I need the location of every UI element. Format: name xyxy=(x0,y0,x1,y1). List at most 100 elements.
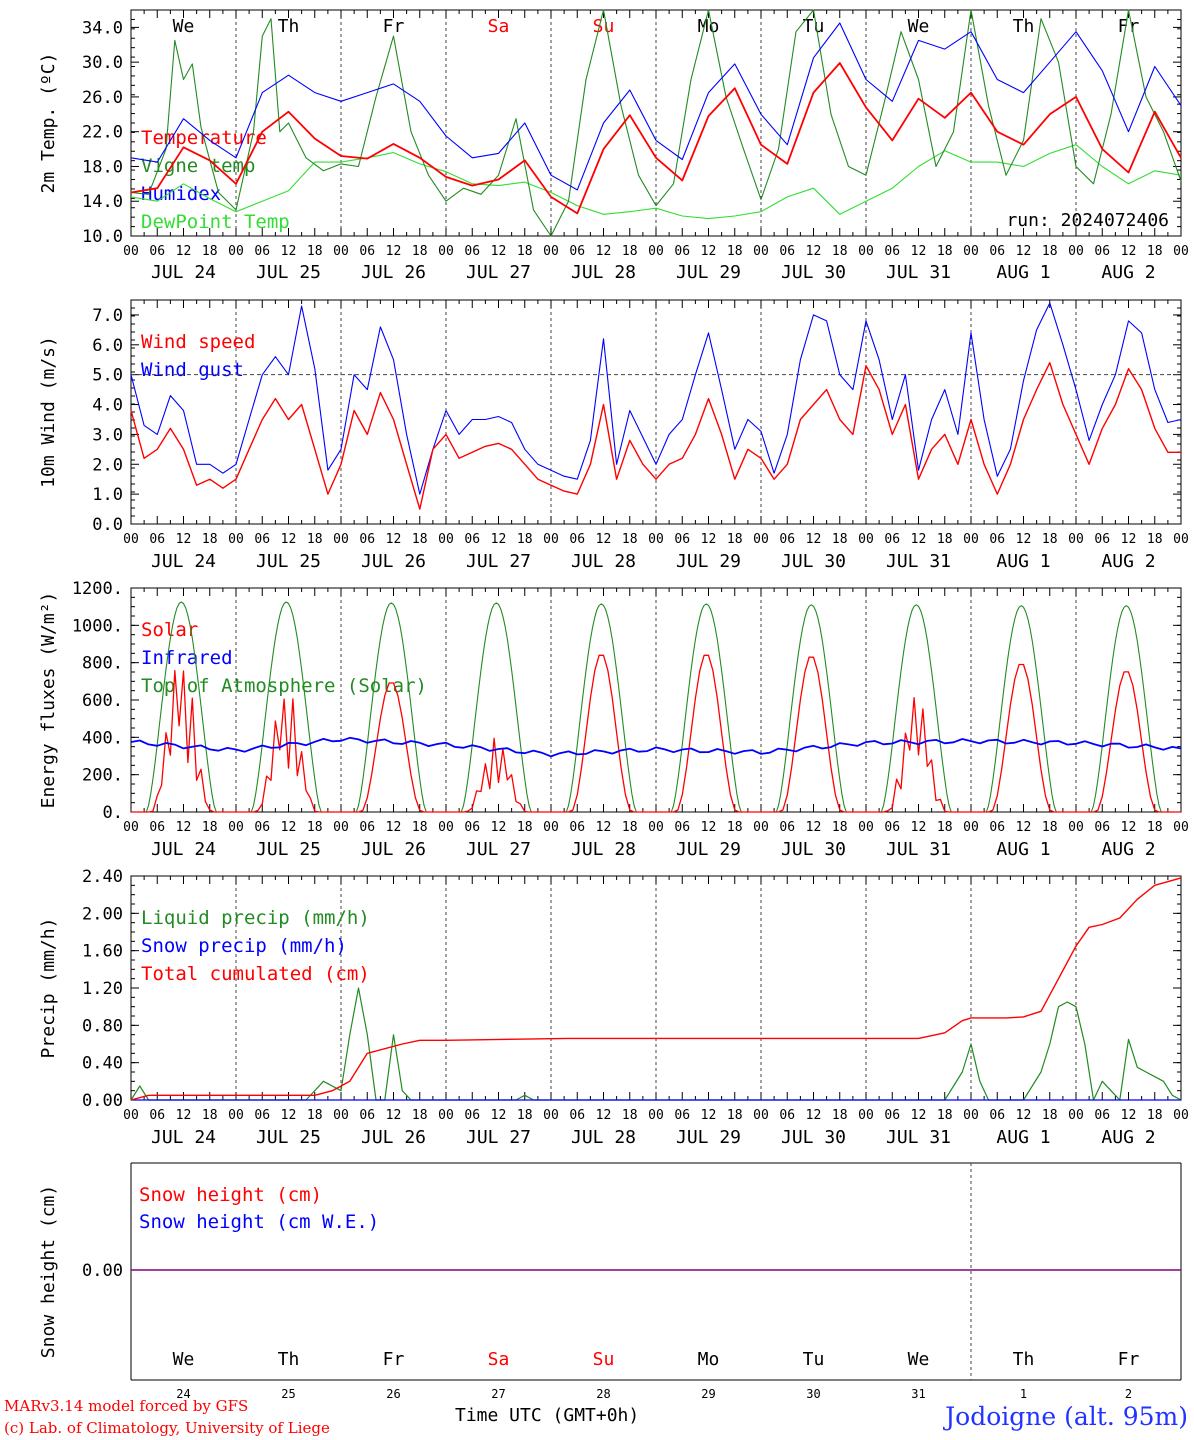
hour-tick-label: 12 xyxy=(1121,532,1137,547)
hour-tick-label: 00 xyxy=(1068,1108,1084,1123)
y-tick-label: 800. xyxy=(82,654,123,674)
total-cumulated-line xyxy=(130,877,1182,1101)
date-label: AUG 1 xyxy=(996,1127,1050,1148)
hour-tick-label: 06 xyxy=(884,244,900,259)
hour-tick-label: 00 xyxy=(123,820,139,835)
hour-tick-label: 06 xyxy=(674,820,690,835)
hour-tick-label: 00 xyxy=(438,244,454,259)
hour-tick-label: 12 xyxy=(911,532,927,547)
weekday-label: Fr xyxy=(1118,16,1140,37)
hour-tick-label: 12 xyxy=(386,1108,402,1123)
plot-frame xyxy=(130,299,1182,525)
y-tick-label: 0.0 xyxy=(92,515,123,535)
date-label: JUL 30 xyxy=(781,1127,846,1148)
weekday-label: Tu xyxy=(803,1349,825,1370)
hour-tick-label: 00 xyxy=(543,532,559,547)
y-tick-label: 22.0 xyxy=(82,123,123,143)
hour-tick-label: 18 xyxy=(727,532,743,547)
legend-entry: Vigne temp xyxy=(141,155,255,177)
date-label: JUL 25 xyxy=(256,551,321,572)
hour-tick-label: 12 xyxy=(491,1108,507,1123)
day-number-label: 31 xyxy=(911,1387,925,1401)
day-number-label: 2 xyxy=(1125,1387,1132,1401)
hour-tick-label: 18 xyxy=(1042,1108,1058,1123)
day-number-label: 26 xyxy=(386,1387,400,1401)
hour-tick-label: 18 xyxy=(412,532,428,547)
hour-tick-label: 18 xyxy=(1042,244,1058,259)
y-tick-label: 30.0 xyxy=(82,53,123,73)
hour-tick-label: 12 xyxy=(1016,532,1032,547)
hour-tick-label: 06 xyxy=(989,244,1005,259)
hour-tick-label: 00 xyxy=(963,820,979,835)
hour-tick-label: 00 xyxy=(1068,244,1084,259)
date-label: JUL 26 xyxy=(361,839,426,860)
hour-tick-label: 18 xyxy=(412,820,428,835)
date-label: JUL 27 xyxy=(466,839,531,860)
date-label: JUL 26 xyxy=(361,262,426,283)
hour-tick-label: 00 xyxy=(963,532,979,547)
run-annotation: run: 2024072406 xyxy=(1006,210,1169,231)
weekday-label: Th xyxy=(278,16,300,37)
hour-tick-label: 06 xyxy=(1094,244,1110,259)
legend-entry: Total cumulated (cm) xyxy=(141,963,370,985)
hour-tick-label: 00 xyxy=(228,532,244,547)
hour-tick-label: 00 xyxy=(1173,820,1189,835)
y-tick-label: 7.0 xyxy=(92,306,123,326)
hour-tick-label: 06 xyxy=(989,820,1005,835)
hour-tick-label: 00 xyxy=(438,1108,454,1123)
hour-tick-label: 18 xyxy=(1147,1108,1163,1123)
hour-tick-label: 00 xyxy=(123,244,139,259)
panel-2: 00 06 12 18 JUL 24 00 06 12 18 JUL 25 00 06 12 18 JUL … xyxy=(38,299,1189,572)
date-label: JUL 30 xyxy=(781,551,846,572)
hour-tick-label: 18 xyxy=(412,244,428,259)
hour-tick-label: 06 xyxy=(1094,820,1110,835)
date-label: AUG 1 xyxy=(996,262,1050,283)
hour-tick-label: 18 xyxy=(307,532,323,547)
date-label: AUG 1 xyxy=(996,551,1050,572)
legend-entry: Wind speed xyxy=(141,331,255,353)
date-label: JUL 25 xyxy=(256,262,321,283)
date-label: JUL 24 xyxy=(151,551,216,572)
hour-tick-label: 12 xyxy=(1016,1108,1032,1123)
temperature-line xyxy=(130,62,1182,215)
hour-tick-label: 12 xyxy=(911,244,927,259)
hour-tick-label: 12 xyxy=(806,532,822,547)
hour-tick-label: 18 xyxy=(1042,820,1058,835)
hour-tick-label: 12 xyxy=(281,532,297,547)
date-label: JUL 31 xyxy=(886,262,951,283)
panel-1: 00 06 12 18 JUL 24 00 06 12 18 JUL 25 00 06 12 18 JUL … xyxy=(38,9,1189,283)
hour-tick-label: 00 xyxy=(753,244,769,259)
date-label: JUL 27 xyxy=(466,262,531,283)
date-label: AUG 2 xyxy=(1101,839,1155,860)
hour-tick-label: 00 xyxy=(543,244,559,259)
y-axis-title: 10m Wind (m/s) xyxy=(38,336,59,488)
hour-tick-label: 12 xyxy=(596,532,612,547)
legend-entry: Solar xyxy=(141,619,198,641)
y-tick-label: 0.00 xyxy=(82,1261,123,1281)
hour-tick-label: 06 xyxy=(674,244,690,259)
hour-tick-label: 00 xyxy=(1173,1108,1189,1123)
hour-tick-label: 06 xyxy=(464,244,480,259)
y-tick-label: 1000. xyxy=(72,616,123,636)
liquid-precip-line xyxy=(130,987,1182,1101)
hour-tick-label: 18 xyxy=(622,1108,638,1123)
date-label: JUL 28 xyxy=(571,262,636,283)
hour-tick-label: 12 xyxy=(491,532,507,547)
hour-tick-label: 00 xyxy=(648,1108,664,1123)
hour-tick-label: 00 xyxy=(123,1108,139,1123)
y-tick-label: 2.0 xyxy=(92,455,123,475)
weekday-label: Su xyxy=(593,16,615,37)
y-axis-title: 2m Temp. (ºC) xyxy=(38,53,59,194)
hour-tick-label: 12 xyxy=(176,532,192,547)
hour-tick-label: 06 xyxy=(674,1108,690,1123)
hour-tick-label: 06 xyxy=(149,1108,165,1123)
model-credit: MARv3.14 model forced by GFS xyxy=(4,1397,249,1415)
weekday-label: We xyxy=(908,16,930,37)
day-number-label: 24 xyxy=(176,1387,190,1401)
hour-tick-label: 18 xyxy=(307,244,323,259)
hour-tick-label: 18 xyxy=(937,244,953,259)
panel-5: 0.00 Snow height (cm) Snow height (cm) Snow… xyxy=(38,1162,1182,1401)
hour-tick-label: 12 xyxy=(386,820,402,835)
weekday-label: Fr xyxy=(383,16,405,37)
wind-gust-line xyxy=(130,302,1182,495)
